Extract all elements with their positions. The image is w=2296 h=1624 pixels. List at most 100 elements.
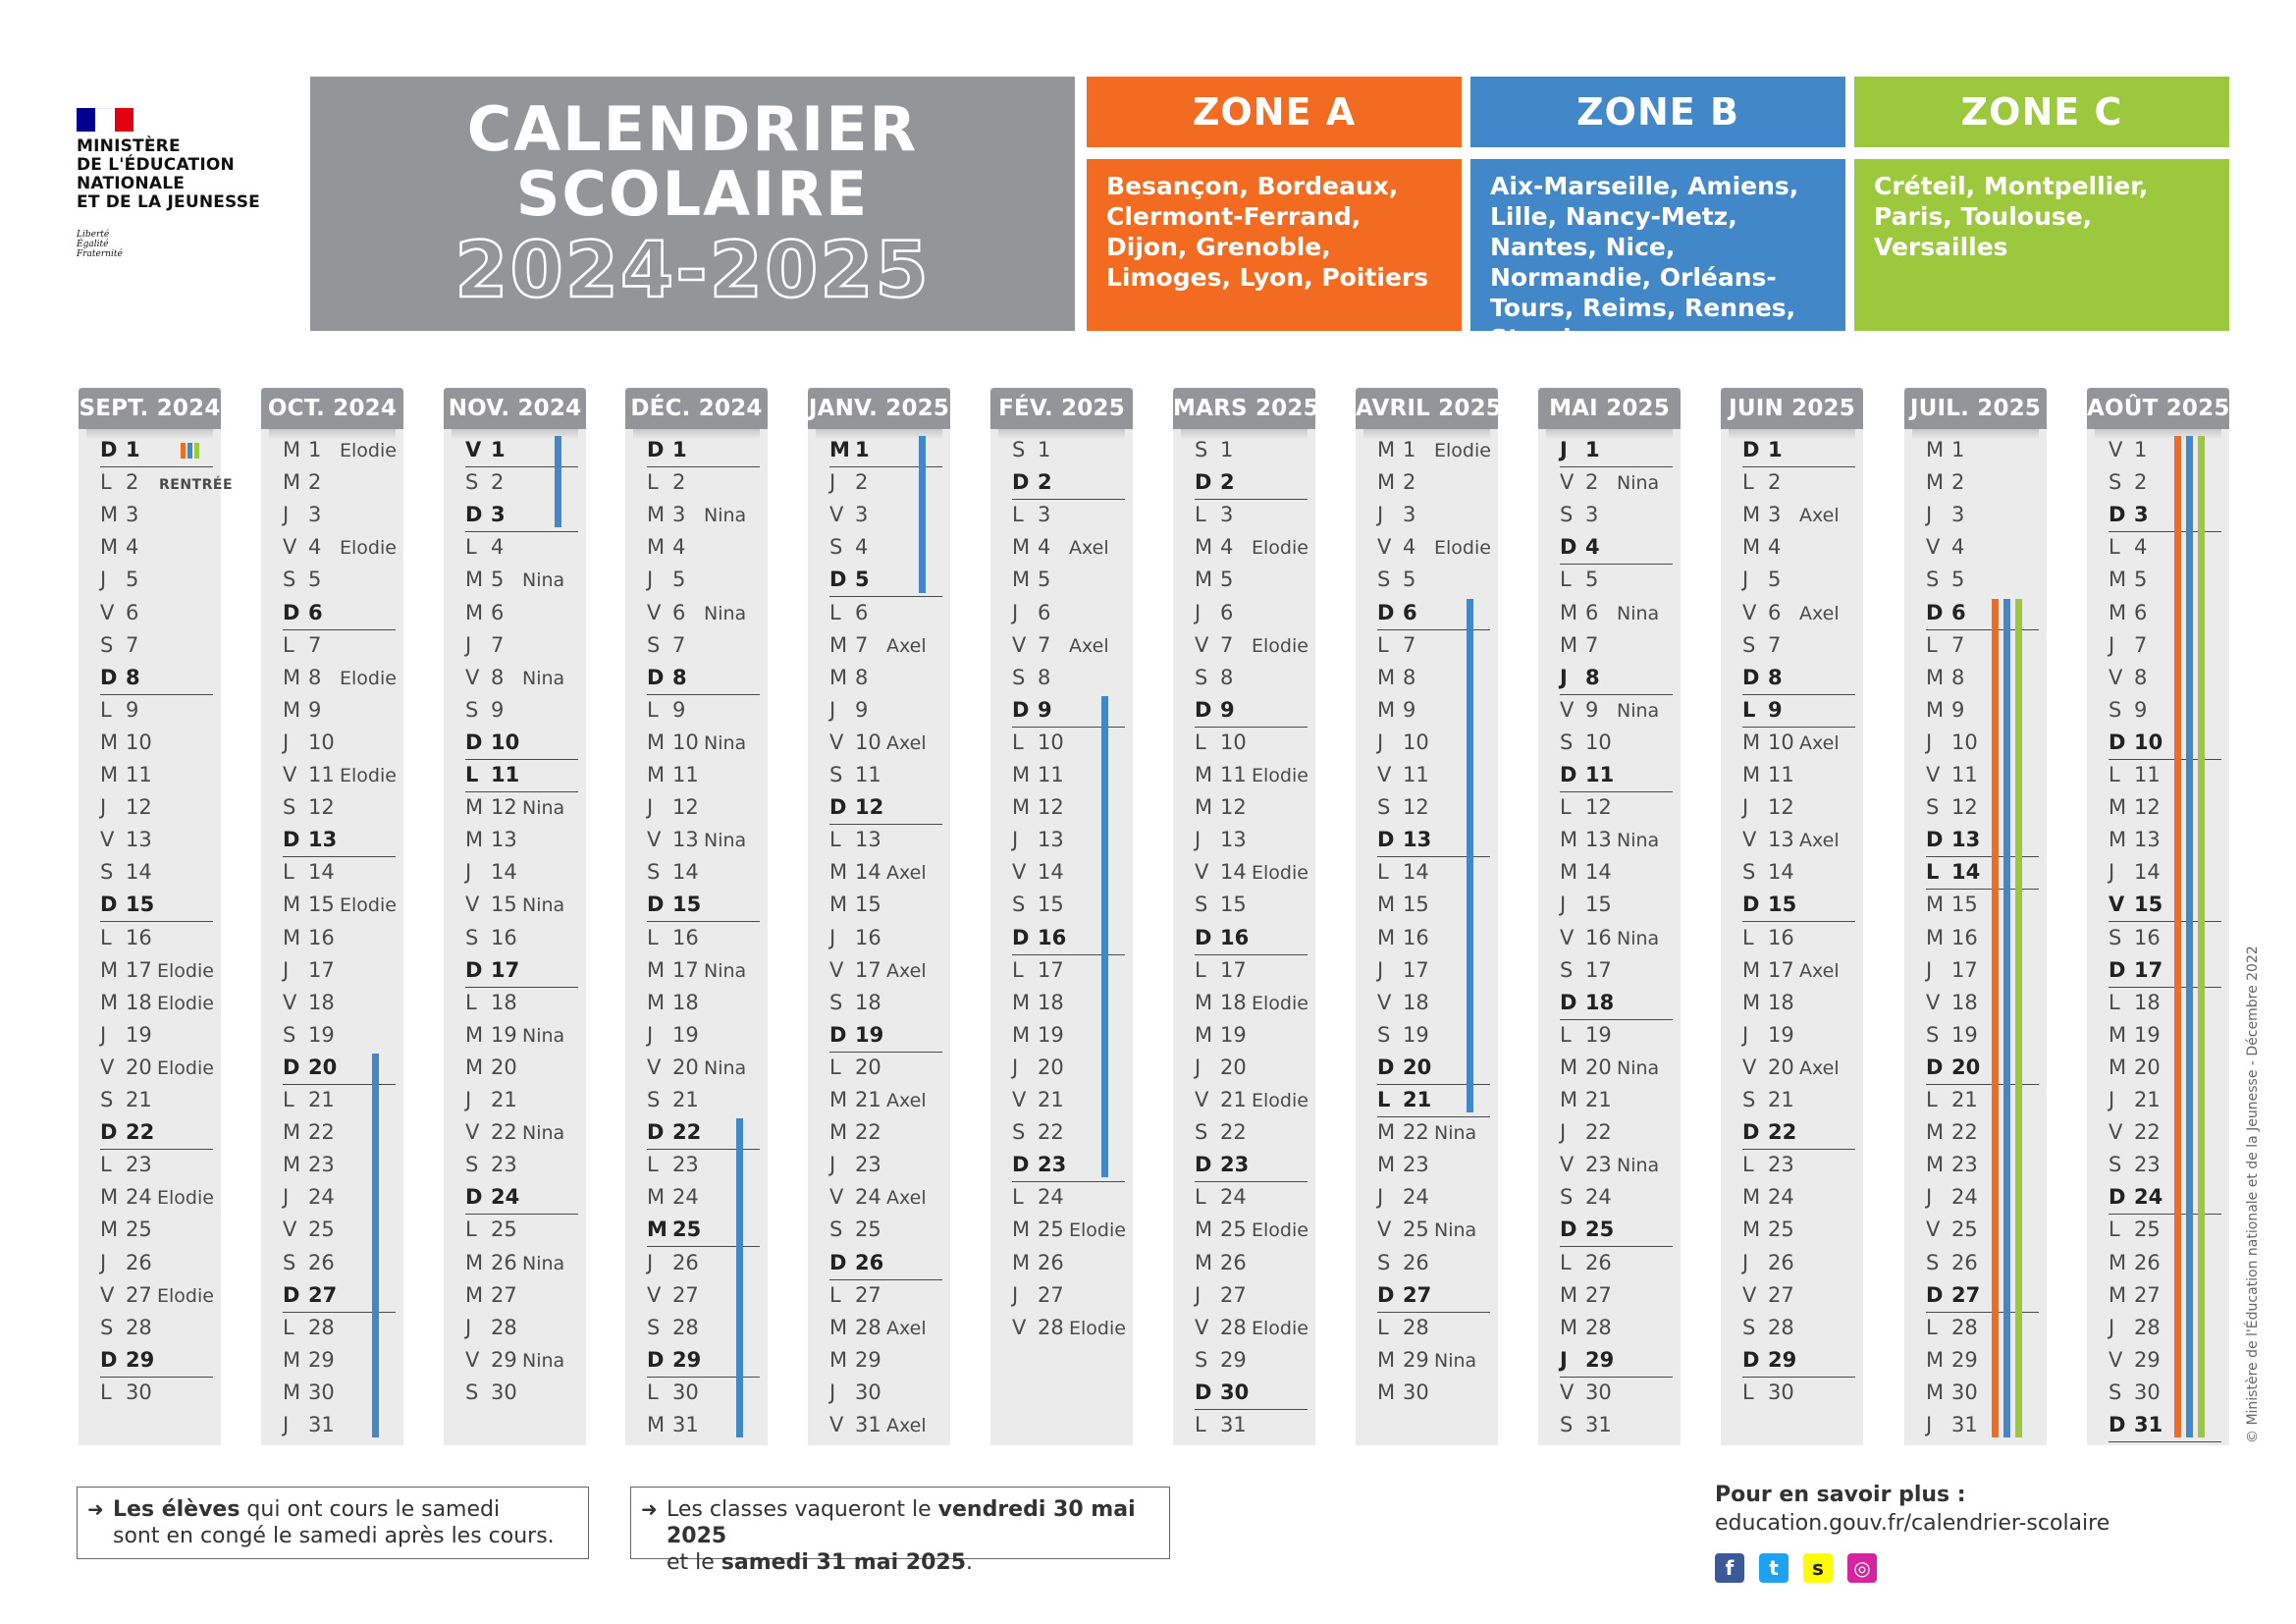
weekday-letter: M	[100, 1185, 119, 1210]
weekday-letter: D	[1560, 535, 1577, 560]
day-number: 24	[1585, 1185, 1612, 1210]
day-number: 3	[672, 503, 686, 527]
day-number: 1	[1038, 438, 1051, 461]
day-row: M 29	[829, 1344, 942, 1377]
weekday-letter: M	[465, 1282, 484, 1307]
day-number: 29	[126, 1347, 155, 1372]
weekday-letter: D	[1560, 763, 1577, 786]
first-name: Elodie	[157, 959, 214, 982]
holiday-bar	[372, 1053, 379, 1438]
day-number: 8	[491, 665, 505, 689]
day-row: S 14	[1742, 856, 1855, 889]
day-row: M 25 Elodie	[1195, 1214, 1308, 1246]
day-number: 19	[491, 1022, 517, 1047]
day-number: 10	[672, 730, 699, 754]
day-number: 6	[308, 600, 323, 624]
first-name: Nina	[522, 667, 565, 689]
day-number: 18	[855, 990, 881, 1014]
weekday-letter: V	[1560, 470, 1575, 495]
snapchat-icon[interactable]: s	[1803, 1553, 1833, 1583]
day-row: M 31	[647, 1409, 760, 1441]
day-row: J 29	[1560, 1344, 1673, 1378]
day-row: M 18 Elodie	[100, 987, 214, 1019]
first-name: Axel	[886, 959, 927, 982]
day-number: 19	[308, 1022, 335, 1047]
day-row: L 2 RENTRÉE	[100, 466, 233, 499]
weekday-letter: L	[647, 1153, 659, 1177]
weekday-letter: M	[1195, 535, 1213, 560]
first-name: Elodie	[157, 992, 214, 1014]
weekday-letter: D	[2109, 957, 2126, 982]
day-number: 20	[491, 1055, 517, 1079]
weekday-letter: S	[829, 535, 843, 560]
day-number: 28	[1038, 1315, 1064, 1339]
weekday-letter: V	[283, 763, 297, 786]
weekday-letter: L	[283, 632, 294, 657]
day-row: L 28	[1926, 1312, 2039, 1344]
day-number: 4	[1220, 535, 1234, 560]
day-number: 27	[1038, 1282, 1064, 1307]
weekday-letter: V	[1377, 535, 1392, 560]
weekday-letter: L	[1742, 697, 1756, 722]
day-row: D 26	[829, 1247, 942, 1280]
day-row: S 28	[647, 1312, 760, 1344]
day-number: 1	[1220, 438, 1234, 461]
first-name: Nina	[1617, 927, 1660, 949]
weekday-letter: S	[2109, 1380, 2122, 1404]
day-number: 10	[308, 730, 335, 754]
day-row: M 7 Axel	[829, 629, 942, 662]
day-row: V 6 Axel	[1742, 597, 1855, 629]
weekday-letter: L	[1926, 860, 1940, 885]
day-row: D 24	[2109, 1181, 2221, 1216]
weekday-letter: V	[100, 1055, 115, 1079]
day-number: 7	[1403, 632, 1416, 657]
first-name: Elodie	[1434, 537, 1491, 560]
day-row: M 28	[1560, 1312, 1673, 1344]
first-name: Nina	[1617, 699, 1660, 722]
day-number: 6	[2134, 600, 2148, 624]
facebook-icon[interactable]: f	[1715, 1553, 1744, 1583]
weekday-letter: J	[283, 503, 290, 527]
day-number: 24	[1951, 1185, 1978, 1210]
day-row: S 26	[1377, 1247, 1490, 1279]
weekday-letter: J	[1560, 438, 1568, 461]
day-number: 10	[1403, 730, 1429, 754]
day-row: L 26	[1560, 1247, 1673, 1279]
day-row: D 25	[1560, 1214, 1673, 1248]
day-row: V 29	[2109, 1344, 2221, 1377]
zone-c-header: ZONE C	[1854, 77, 2229, 147]
month-column: AVRIL 2025 M 1 Elodie M 2 J 3 V 4 Elodie S 5 D 6 L 7 M 8 M 9…	[1356, 388, 1502, 1445]
weekday-letter: L	[1012, 957, 1024, 982]
weekday-letter: J	[829, 1153, 836, 1177]
weekday-letter: J	[829, 1380, 836, 1404]
day-number: 23	[308, 1153, 335, 1177]
day-number: 12	[855, 795, 884, 820]
weekday-letter: D	[465, 1185, 483, 1210]
french-flag-icon	[77, 108, 133, 133]
weekday-letter: M	[647, 535, 666, 560]
day-row: M 27	[2109, 1279, 2221, 1312]
day-number: 16	[1403, 925, 1429, 949]
day-number: 26	[1220, 1250, 1247, 1274]
twitter-icon[interactable]: t	[1759, 1553, 1789, 1583]
day-number: 19	[1038, 1022, 1064, 1047]
weekday-letter: S	[647, 860, 661, 885]
day-row: M 15	[1377, 889, 1490, 921]
first-name: Axel	[886, 862, 927, 885]
instagram-icon[interactable]: ◎	[1847, 1553, 1877, 1583]
day-number: 30	[1585, 1380, 1612, 1404]
weekday-letter: L	[1560, 568, 1572, 592]
weekday-letter: S	[1560, 1185, 1574, 1210]
weekday-letter: J	[283, 730, 290, 754]
weekday-letter: S	[647, 1315, 661, 1339]
weekday-letter: M	[1742, 1185, 1761, 1210]
more-info-link[interactable]: education.gouv.fr/calendrier-scolaire	[1715, 1511, 2110, 1536]
